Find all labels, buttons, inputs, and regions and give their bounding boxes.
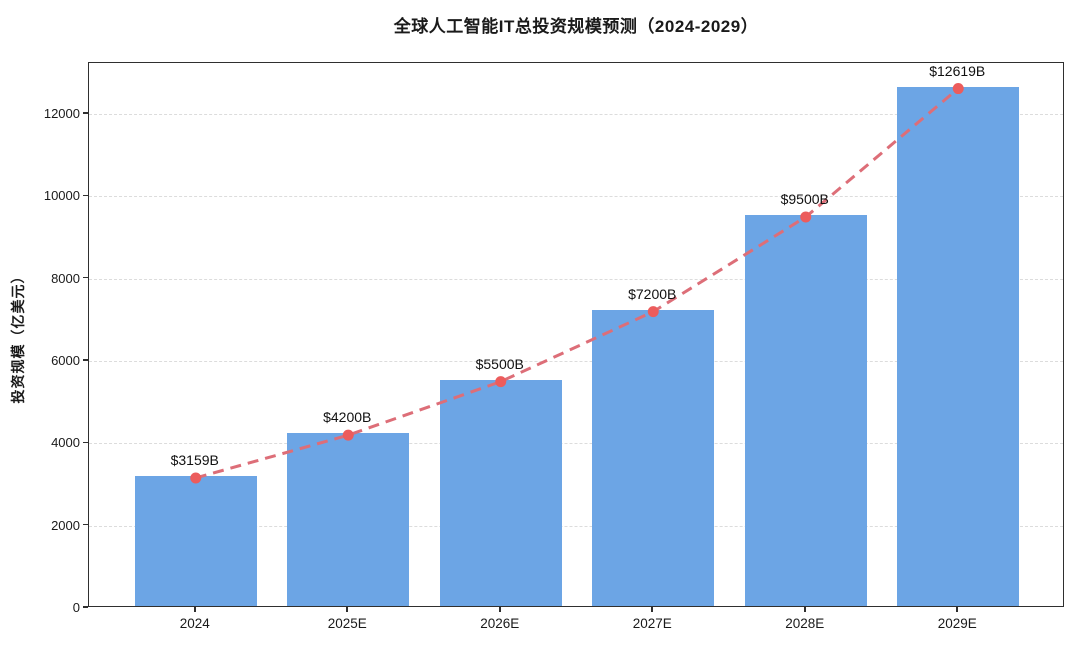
y-tick-label-10000: 10000 [43,188,80,204]
bar-2028E [744,214,867,606]
trend-dashed-line [195,87,960,480]
x-tick-label-2028E: 2028E [785,616,825,631]
gridline-10000 [89,196,1063,198]
y-tick-label-8000: 8000 [51,270,80,286]
y-tick-label-4000: 4000 [51,435,80,451]
point-label-2024: $3159B [170,451,219,468]
y-tick-label-0: 0 [72,600,80,615]
bar-2024 [134,475,257,606]
x-tick-mark [498,607,501,612]
y-tick-mark [83,276,88,279]
gridline-2000 [89,525,1063,527]
y-tick-label-6000: 6000 [51,353,80,369]
x-tick-mark [956,607,959,612]
y-tick-mark [83,441,88,444]
data-point-marker-2028E [800,211,812,223]
y-tick-label-2000: 2000 [51,517,80,533]
data-point-marker-2024 [190,472,202,484]
point-label-2025E: $4200B [323,409,372,426]
gridline-12000 [89,114,1063,116]
data-point-marker-2026E [495,376,507,388]
y-tick-label-12000: 12000 [43,106,80,122]
data-point-marker-2027E [647,306,659,318]
plot-area [88,62,1064,607]
point-label-2029E: $12619B [929,62,986,79]
x-tick-mark [193,607,196,612]
point-label-2028E: $9500B [780,190,829,207]
x-tick-label-2027E: 2027E [632,616,672,631]
data-point-marker-2025E [342,429,354,441]
trend-line-layer [190,83,964,484]
gridline-6000 [89,361,1063,363]
bar-2027E [592,309,715,606]
x-tick-label-2024: 2024 [179,616,210,631]
chart-title: 全球人工智能IT总投资规模预测（2024-2029） [393,17,759,36]
x-tick-mark [346,607,349,612]
data-point-marker-2029E [952,83,964,95]
y-tick-mark [83,112,88,114]
x-tick-label-2026E: 2026E [480,616,520,631]
x-tick-mark [651,607,654,612]
bar-2026E [439,379,562,606]
y-tick-mark [83,194,88,197]
bar-2025E [287,433,410,606]
point-label-2027E: $7200B [628,285,677,302]
point-label-2026E: $5500B [475,355,524,372]
x-tick-mark [803,607,806,612]
y-tick-mark [83,359,88,361]
y-tick-mark [83,523,88,526]
y-tick-mark [83,606,88,608]
x-tick-label-2025E: 2025E [327,616,367,631]
bar-2029E [897,86,1020,606]
x-tick-label-2029E: 2029E [937,616,977,631]
gridline-4000 [89,443,1063,445]
gridline-8000 [89,278,1063,280]
